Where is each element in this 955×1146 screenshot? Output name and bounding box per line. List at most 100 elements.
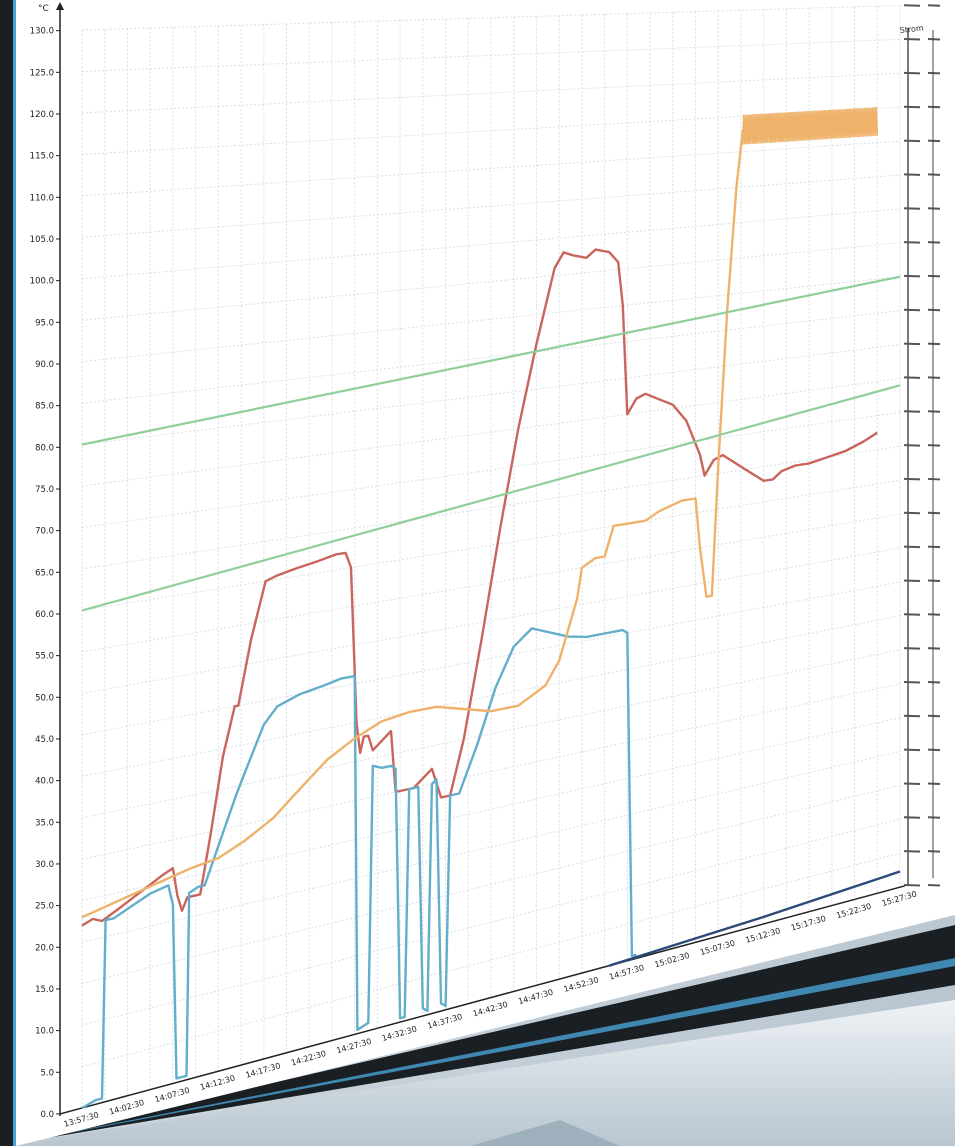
series-line-blue bbox=[81, 627, 637, 1110]
y-axis-arrow bbox=[56, 2, 64, 10]
right-axis-tick bbox=[903, 105, 921, 109]
right-axis-tick bbox=[927, 4, 941, 7]
right-axis-tick bbox=[927, 105, 941, 109]
y-tick-label: 70.0 bbox=[35, 527, 54, 537]
right-axis-tick bbox=[903, 816, 921, 819]
right-axis-tick bbox=[927, 71, 941, 75]
y-tick-label: 65.0 bbox=[35, 568, 54, 578]
y-tick-label: 0.0 bbox=[40, 1110, 54, 1120]
x-axis-line bbox=[59, 885, 906, 1115]
right-axis-tick bbox=[903, 511, 921, 515]
y-tick-label: 80.0 bbox=[35, 443, 54, 453]
y-axis-ticks: 0.0 5.0 10.0 15.0 20.0 25.0 30.0 35.0 40.0 45.0 50… bbox=[30, 27, 60, 1120]
right-axis-tick bbox=[927, 545, 941, 549]
right-axis-tick bbox=[927, 748, 941, 752]
y-axis-unit: °C bbox=[38, 4, 49, 14]
y-tick-label: 45.0 bbox=[35, 735, 54, 745]
right-axis-label: Strom bbox=[899, 24, 924, 35]
right-axis-tick bbox=[927, 477, 941, 481]
right-axis-tick bbox=[903, 241, 921, 244]
y-tick-label: 120.0 bbox=[30, 110, 54, 120]
right-axis-tick bbox=[927, 308, 941, 312]
monitor-stand bbox=[470, 1120, 620, 1146]
y-tick-label: 95.0 bbox=[35, 318, 54, 328]
right-axis-tick bbox=[903, 647, 921, 650]
series-line-green bbox=[81, 275, 901, 446]
right-axis-tick bbox=[903, 444, 921, 447]
right-axis-tick bbox=[903, 613, 921, 616]
right-axis-tick bbox=[903, 579, 921, 582]
right-axis-tick bbox=[903, 680, 921, 684]
right-axis-tick bbox=[927, 883, 941, 887]
right-axis-tick bbox=[903, 714, 921, 718]
right-axis-tick bbox=[927, 511, 941, 515]
y-tick-label: 110.0 bbox=[30, 193, 54, 203]
screen-area bbox=[16, 0, 955, 1146]
right-axis-tick bbox=[903, 376, 921, 379]
right-axis-tick bbox=[927, 274, 941, 278]
y-tick-label: 5.0 bbox=[40, 1068, 54, 1078]
right-axis-tick bbox=[927, 444, 941, 447]
right-axis bbox=[903, 4, 941, 887]
y-tick-label: 30.0 bbox=[35, 860, 54, 870]
grid-line-horizontal bbox=[81, 547, 901, 694]
y-tick-label: 115.0 bbox=[30, 152, 54, 162]
y-tick-label: 20.0 bbox=[35, 943, 54, 953]
right-axis-tick bbox=[927, 38, 941, 41]
monitor-bezel-left bbox=[0, 0, 14, 1146]
right-axis-tick bbox=[927, 714, 941, 718]
right-axis-tick bbox=[903, 883, 921, 887]
right-axis-tick bbox=[903, 173, 921, 176]
right-axis-tick bbox=[927, 410, 941, 413]
grid-line-horizontal bbox=[81, 377, 901, 487]
monitor-body bbox=[0, 1000, 955, 1146]
y-tick-label: 15.0 bbox=[35, 985, 54, 995]
series-line-dark bbox=[608, 870, 901, 967]
y-tick-label: 40.0 bbox=[35, 777, 54, 787]
y-tick-label: 55.0 bbox=[35, 652, 54, 662]
y-tick-label: 130.0 bbox=[30, 27, 54, 37]
grid-line-horizontal bbox=[81, 683, 901, 860]
right-axis-tick bbox=[927, 680, 941, 684]
data-series bbox=[81, 107, 901, 1110]
y-tick-label: 10.0 bbox=[35, 1027, 54, 1037]
right-axis-tick bbox=[903, 207, 921, 210]
right-axis-tick bbox=[927, 376, 941, 379]
series-line-green bbox=[81, 384, 901, 612]
right-axis-tick bbox=[927, 241, 941, 244]
right-axis-tick bbox=[903, 4, 921, 7]
right-axis-tick bbox=[927, 139, 941, 143]
right-axis-tick bbox=[927, 173, 941, 176]
right-axis-tick bbox=[903, 477, 921, 481]
y-tick-label: 60.0 bbox=[35, 610, 54, 620]
right-axis-tick bbox=[903, 782, 921, 785]
series-line-red bbox=[81, 248, 878, 927]
right-axis-tick bbox=[903, 71, 921, 75]
right-axis-tick bbox=[903, 850, 921, 853]
bezel-left-highlight bbox=[13, 0, 16, 1146]
plot-axes bbox=[56, 2, 909, 1116]
bezel-highlight bbox=[0, 958, 955, 1146]
series-oscillation-orange bbox=[742, 107, 879, 145]
y-tick-label: 100.0 bbox=[30, 277, 54, 287]
right-axis-tick bbox=[927, 782, 941, 785]
right-axis-tick bbox=[903, 274, 921, 278]
y-tick-label: 75.0 bbox=[35, 485, 54, 495]
right-axis-tick bbox=[903, 410, 921, 413]
right-axis-tick bbox=[903, 308, 921, 312]
y-tick-label: 50.0 bbox=[35, 693, 54, 703]
right-axis-tick bbox=[927, 850, 941, 853]
right-axis-tick bbox=[927, 207, 941, 210]
right-axis-tick bbox=[903, 748, 921, 752]
right-axis-tick bbox=[903, 38, 921, 41]
y-tick-label: 35.0 bbox=[35, 818, 54, 828]
right-axis-tick bbox=[927, 613, 941, 616]
y-tick-label: 85.0 bbox=[35, 402, 54, 412]
right-axis-tick bbox=[927, 342, 941, 346]
right-axis-tick bbox=[927, 647, 941, 650]
y-tick-label: 90.0 bbox=[35, 360, 54, 370]
y-tick-label: 105.0 bbox=[30, 235, 54, 245]
right-axis-tick bbox=[903, 342, 921, 346]
y-tick-label: 25.0 bbox=[35, 902, 54, 912]
